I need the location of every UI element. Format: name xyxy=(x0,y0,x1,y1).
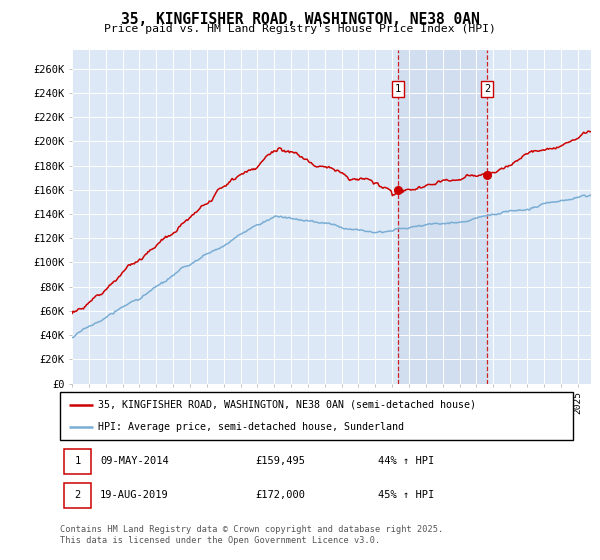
Text: 35, KINGFISHER ROAD, WASHINGTON, NE38 0AN: 35, KINGFISHER ROAD, WASHINGTON, NE38 0A… xyxy=(121,12,479,27)
Bar xyxy=(64,483,91,508)
Text: £159,495: £159,495 xyxy=(255,456,305,466)
Text: Contains HM Land Registry data © Crown copyright and database right 2025.
This d: Contains HM Land Registry data © Crown c… xyxy=(60,525,443,545)
Text: 19-AUG-2019: 19-AUG-2019 xyxy=(100,491,169,501)
Text: HPI: Average price, semi-detached house, Sunderland: HPI: Average price, semi-detached house,… xyxy=(98,422,404,432)
Text: 09-MAY-2014: 09-MAY-2014 xyxy=(100,456,169,466)
Bar xyxy=(398,50,487,384)
Text: £172,000: £172,000 xyxy=(255,491,305,501)
Text: Price paid vs. HM Land Registry's House Price Index (HPI): Price paid vs. HM Land Registry's House … xyxy=(104,24,496,34)
Text: 2: 2 xyxy=(74,491,80,501)
Text: 35, KINGFISHER ROAD, WASHINGTON, NE38 0AN (semi-detached house): 35, KINGFISHER ROAD, WASHINGTON, NE38 0A… xyxy=(98,400,476,410)
Text: 2: 2 xyxy=(484,84,490,94)
Text: 44% ↑ HPI: 44% ↑ HPI xyxy=(378,456,434,466)
Text: 1: 1 xyxy=(74,456,80,466)
Text: 1: 1 xyxy=(395,84,401,94)
Text: 45% ↑ HPI: 45% ↑ HPI xyxy=(378,491,434,501)
Bar xyxy=(64,449,91,474)
